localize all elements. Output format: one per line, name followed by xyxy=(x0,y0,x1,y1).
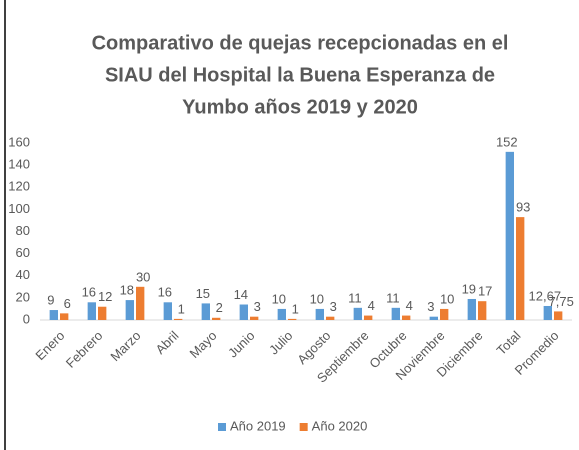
bar xyxy=(49,310,58,320)
data-label: 14 xyxy=(234,287,248,302)
data-label: 10 xyxy=(310,291,324,306)
data-label: 12 xyxy=(98,289,112,304)
data-label: 9 xyxy=(47,292,54,307)
data-label: 3 xyxy=(427,299,434,314)
y-tick-label: 0 xyxy=(23,311,30,326)
data-label: 1 xyxy=(178,301,185,316)
data-label: 19 xyxy=(462,281,476,296)
bar xyxy=(201,303,210,320)
bar xyxy=(543,305,552,320)
data-label: 30 xyxy=(136,269,150,284)
data-label: 1 xyxy=(292,301,299,316)
bar xyxy=(315,308,324,320)
y-tick-label: 40 xyxy=(16,267,30,282)
data-label: 6 xyxy=(64,296,71,311)
bar xyxy=(505,151,514,320)
y-tick-label: 20 xyxy=(16,289,30,304)
data-label: 18 xyxy=(120,283,134,298)
bar xyxy=(60,313,69,320)
bar xyxy=(87,302,96,320)
bar xyxy=(326,316,335,320)
data-label: 11 xyxy=(348,290,362,305)
bar xyxy=(125,300,134,320)
bar xyxy=(391,307,400,320)
y-tick-label: 120 xyxy=(8,179,30,194)
bar xyxy=(364,315,373,320)
data-label: 4 xyxy=(406,298,413,313)
data-label: 7,75 xyxy=(549,294,574,309)
y-tick-label: 160 xyxy=(8,134,30,149)
data-label: 2 xyxy=(216,300,223,315)
bar xyxy=(163,302,172,320)
data-label: 3 xyxy=(254,299,261,314)
data-label: 16 xyxy=(82,285,96,300)
bar xyxy=(136,286,145,320)
y-tick-label: 100 xyxy=(8,201,30,216)
chart-title: SIAU del Hospital la Buena Esperanza de xyxy=(105,64,495,86)
bar xyxy=(467,298,476,320)
bar xyxy=(478,301,487,320)
data-label: 3 xyxy=(330,299,337,314)
data-label: 152 xyxy=(496,134,518,149)
bar xyxy=(516,217,525,320)
y-tick-label: 140 xyxy=(8,157,30,172)
y-tick-label: 80 xyxy=(16,223,30,238)
legend-swatch xyxy=(218,423,226,431)
bar xyxy=(277,308,286,320)
data-label: 16 xyxy=(158,285,172,300)
chart-title: Yumbo años 2019 y 2020 xyxy=(182,96,418,118)
chart-title: Comparativo de quejas recepcionadas en e… xyxy=(92,32,509,54)
bar xyxy=(98,306,107,320)
data-label: 11 xyxy=(386,290,400,305)
bar xyxy=(288,318,297,320)
data-label: 15 xyxy=(196,286,210,301)
legend-label: Año 2020 xyxy=(312,418,368,433)
data-label: 17 xyxy=(478,284,492,299)
bar xyxy=(429,316,438,320)
bar xyxy=(554,311,563,320)
bar xyxy=(250,316,259,320)
data-label: 10 xyxy=(272,291,286,306)
bar xyxy=(402,315,411,320)
data-label: 93 xyxy=(516,200,530,215)
bar xyxy=(440,308,449,320)
y-tick-label: 60 xyxy=(16,245,30,260)
data-label: 4 xyxy=(368,298,375,313)
legend-swatch xyxy=(299,423,308,431)
data-label: 12,67 xyxy=(529,288,562,303)
bar xyxy=(239,304,248,320)
data-label: 10 xyxy=(440,291,454,306)
bar xyxy=(353,307,362,320)
bar xyxy=(174,318,183,320)
bar xyxy=(212,317,221,320)
legend-label: Año 2019 xyxy=(230,418,286,433)
